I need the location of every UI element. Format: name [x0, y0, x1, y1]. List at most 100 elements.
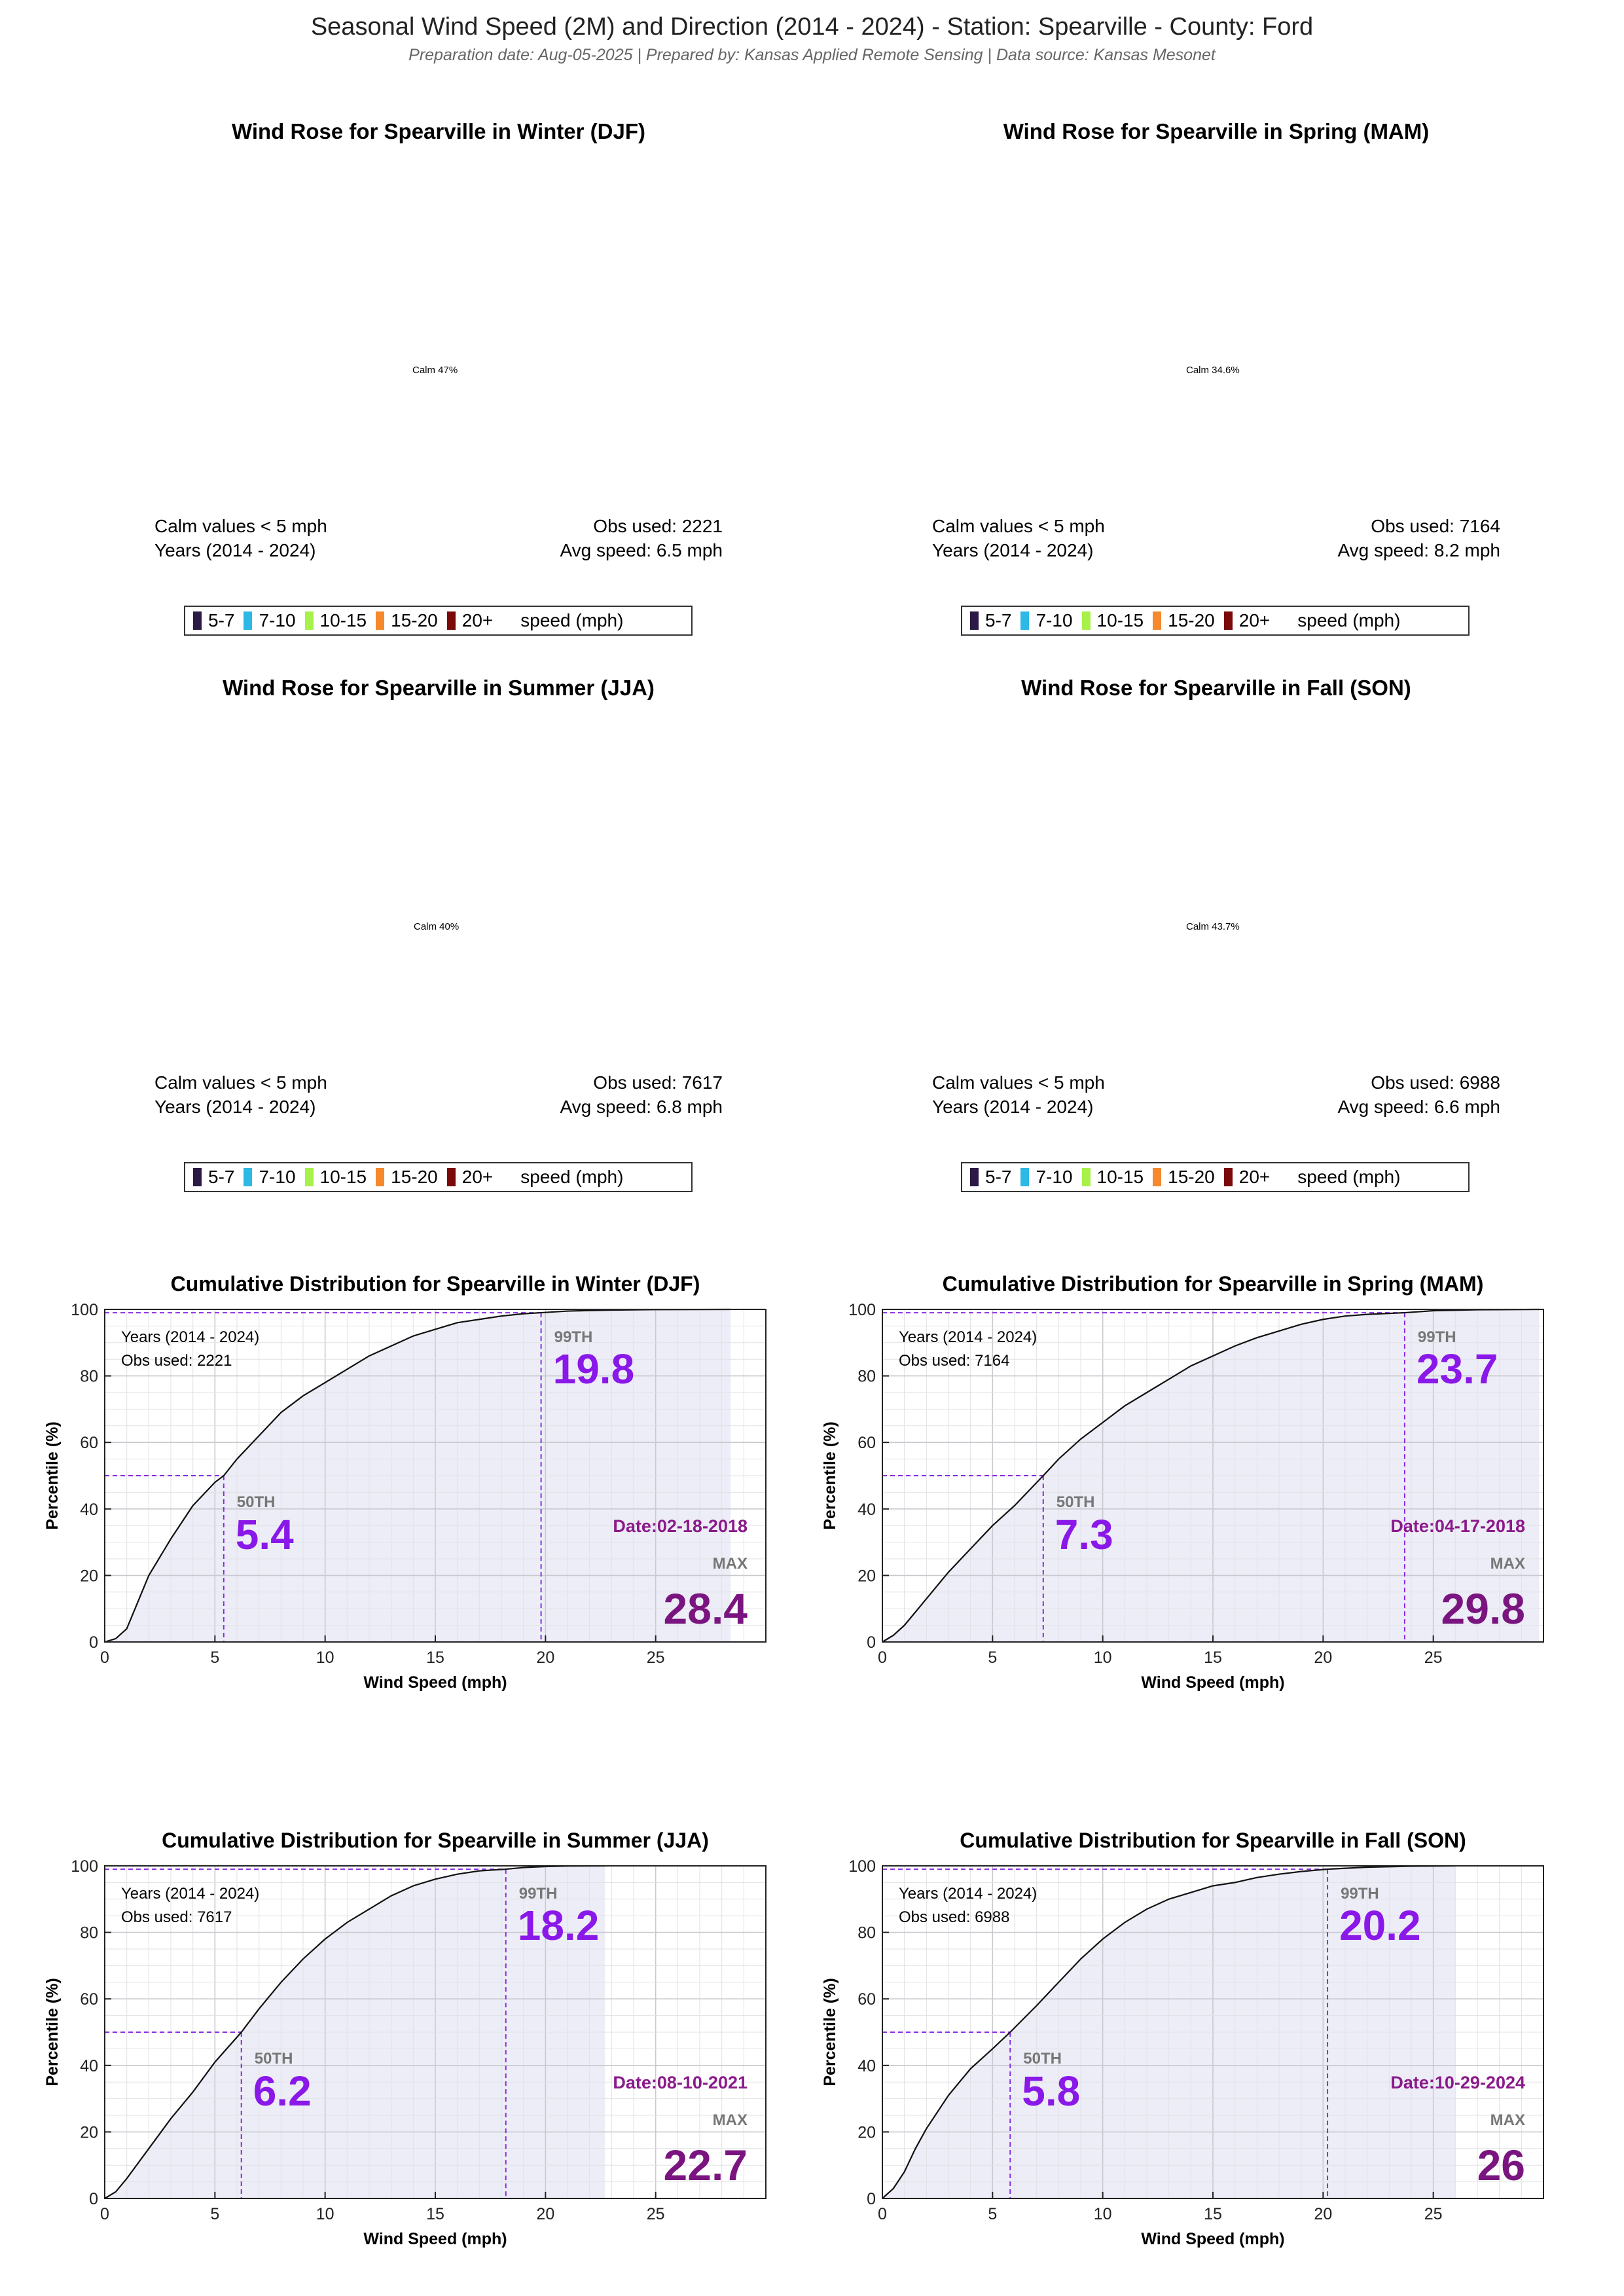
wind-rose-title: Wind Rose for Spearville in Spring (MAM): [1003, 119, 1430, 143]
p50-value: 6.2: [253, 2068, 312, 2115]
p50-label: 50TH: [237, 1493, 276, 1511]
max-date-label: Date:10-29-2024: [1390, 2073, 1525, 2092]
cdf-chart-spring: Cumulative Distribution for Spearville i…: [821, 1272, 1544, 1692]
x-tick-label: 5: [210, 1649, 219, 1667]
y-tick-label: 80: [80, 1368, 98, 1386]
legend-swatch: [304, 611, 314, 630]
legend-swatch: [1153, 1168, 1162, 1186]
years-label: Years (2014 - 2024): [932, 1097, 1094, 1117]
x-axis-label: Wind Speed (mph): [363, 1673, 507, 1692]
speed-legend: 5-7 7-10 10-15 15-20 20+ speed (mph): [961, 606, 1470, 636]
calm-label: Calm 34.6%: [1186, 365, 1240, 376]
y-tick-label: 100: [848, 1857, 876, 1876]
legend-item: 10-15: [1081, 610, 1144, 631]
legend-swatch: [244, 1168, 253, 1186]
wind-rose-title: Wind Rose for Spearville in Fall (SON): [1021, 676, 1411, 700]
x-tick-label: 10: [1094, 2205, 1112, 2223]
legend-swatch: [1153, 611, 1162, 630]
legend-swatch: [193, 611, 202, 630]
x-tick-label: 25: [1424, 1649, 1443, 1667]
legend-swatch: [1223, 611, 1233, 630]
x-tick-label: 5: [988, 2205, 997, 2223]
max-value: 28.4: [664, 1584, 748, 1633]
legend-item: 5-7: [193, 1167, 234, 1188]
obs-label: Obs used: 2221: [593, 516, 723, 536]
x-tick-label: 0: [878, 2205, 887, 2223]
legend-label: 7-10: [259, 610, 296, 630]
calm-label: Calm 40%: [414, 921, 460, 932]
legend-swatch: [970, 611, 979, 630]
legend-swatch: [193, 1168, 202, 1186]
avg-speed-label: Avg speed: 8.2 mph: [1337, 540, 1500, 560]
main-title: Seasonal Wind Speed (2M) and Direction (…: [310, 13, 1314, 41]
obs-label: Obs used: 7617: [593, 1072, 723, 1093]
legend-swatch: [1081, 1168, 1091, 1186]
legend-label: 5-7: [208, 610, 235, 630]
x-tick-label: 5: [210, 2205, 219, 2223]
max-date-label: Date:02-18-2018: [613, 1516, 748, 1536]
max-label: MAX: [1490, 1555, 1525, 1573]
y-tick-label: 80: [857, 1368, 876, 1386]
max-value: 26: [1477, 2141, 1525, 2189]
calm-note: Calm values < 5 mph: [154, 1072, 327, 1093]
x-tick-label: 20: [536, 1649, 554, 1667]
max-label: MAX: [713, 1555, 748, 1573]
y-tick-label: 80: [80, 1924, 98, 1942]
calm-label: Calm 43.7%: [1186, 921, 1240, 932]
obs-label: Obs used: 2221: [121, 1352, 232, 1370]
x-tick-label: 0: [100, 2205, 109, 2223]
legend-label: 15-20: [391, 1167, 438, 1187]
legend-item: 15-20: [376, 610, 438, 631]
x-tick-label: 0: [878, 1649, 887, 1667]
legend-item: 5-7: [970, 1167, 1011, 1188]
calm-label: Calm 47%: [412, 365, 458, 376]
legend-swatch: [1081, 611, 1091, 630]
legend-label: 10-15: [1096, 1167, 1144, 1187]
x-tick-label: 20: [536, 2205, 554, 2223]
legend-swatch: [1223, 1168, 1233, 1186]
x-axis-label: Wind Speed (mph): [1141, 1673, 1284, 1692]
grid: [104, 1865, 767, 2199]
legend-label: 15-20: [1168, 1167, 1215, 1187]
y-tick-label: 100: [71, 1857, 98, 1876]
p99-label: 99TH: [554, 1328, 593, 1346]
p50-value: 5.8: [1022, 2068, 1080, 2115]
legend-label: 10-15: [1096, 610, 1144, 630]
years-label: Years (2014 - 2024): [899, 1885, 1037, 1903]
legend-item: 15-20: [376, 1167, 438, 1188]
legend-unit: speed (mph): [1297, 610, 1401, 630]
obs-label: Obs used: 7164: [1371, 516, 1500, 536]
y-tick-label: 80: [857, 1924, 876, 1942]
x-tick-label: 5: [988, 1649, 997, 1667]
legend-label: 7-10: [1036, 1167, 1073, 1187]
p99-value: 19.8: [553, 1345, 635, 1393]
legend-unit: speed (mph): [520, 1167, 624, 1187]
legend-item: 10-15: [304, 1167, 367, 1188]
legend-item: 7-10: [1020, 1167, 1073, 1188]
avg-speed-label: Avg speed: 6.6 mph: [1337, 1097, 1500, 1117]
legend-swatch: [1020, 1168, 1030, 1186]
calm-note: Calm values < 5 mph: [932, 1072, 1105, 1093]
avg-speed-label: Avg speed: 6.8 mph: [560, 1097, 723, 1117]
legend-item: 20+: [446, 610, 494, 631]
y-tick-label: 0: [89, 1633, 98, 1652]
max-label: MAX: [713, 2111, 748, 2129]
p50-label: 50TH: [255, 2050, 293, 2068]
p99-value: 18.2: [518, 1902, 600, 1949]
y-tick-label: 100: [71, 1301, 98, 1319]
legend-unit: speed (mph): [520, 610, 624, 630]
p50-label: 50TH: [1056, 1493, 1095, 1511]
obs-label: Obs used: 7617: [121, 1908, 232, 1926]
legend-unit: speed (mph): [1297, 1167, 1401, 1187]
p99-value: 20.2: [1339, 1902, 1421, 1949]
y-tick-label: 60: [857, 1990, 876, 2009]
cdf-chart-winter: Cumulative Distribution for Spearville i…: [43, 1272, 767, 1692]
obs-label: Obs used: 6988: [1371, 1072, 1500, 1093]
p99-label: 99TH: [519, 1885, 558, 1903]
legend-label: 5-7: [985, 610, 1012, 630]
legend-label: 20+: [1238, 610, 1271, 630]
y-tick-label: 60: [80, 1990, 98, 2009]
x-axis-label: Wind Speed (mph): [363, 2230, 507, 2248]
legend-label: 20+: [461, 610, 494, 630]
max-value: 29.8: [1441, 1584, 1525, 1633]
